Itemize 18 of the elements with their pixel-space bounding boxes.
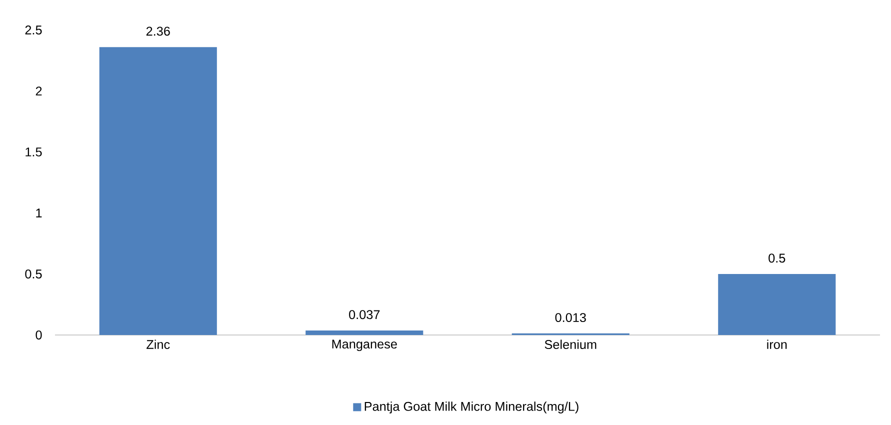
y-tick-label: 1 (36, 208, 42, 218)
y-tick-label: 1.5 (26, 148, 42, 156)
x-tick-label: Zinc (146, 340, 170, 350)
bar (306, 330, 424, 335)
data-label: 0.5 (768, 254, 786, 263)
x-tick-label: Manganese (332, 340, 397, 352)
x-tick-label: iron (767, 340, 787, 350)
y-tick-label: 0.5 (25, 270, 42, 278)
legend-label: Pantja Goat Milk Micro Minerals(mg/L) (364, 402, 578, 414)
data-label: 2.36 (146, 26, 170, 36)
y-tick-label: 2 (36, 86, 42, 96)
bar (99, 47, 217, 335)
data-label: 0.013 (555, 313, 586, 322)
y-tick-label: 0 (36, 330, 42, 340)
bar (718, 274, 836, 335)
x-tick-label: Selenium (544, 340, 596, 350)
y-tick-label: 2.5 (25, 26, 42, 34)
data-label: 0.037 (349, 310, 380, 320)
